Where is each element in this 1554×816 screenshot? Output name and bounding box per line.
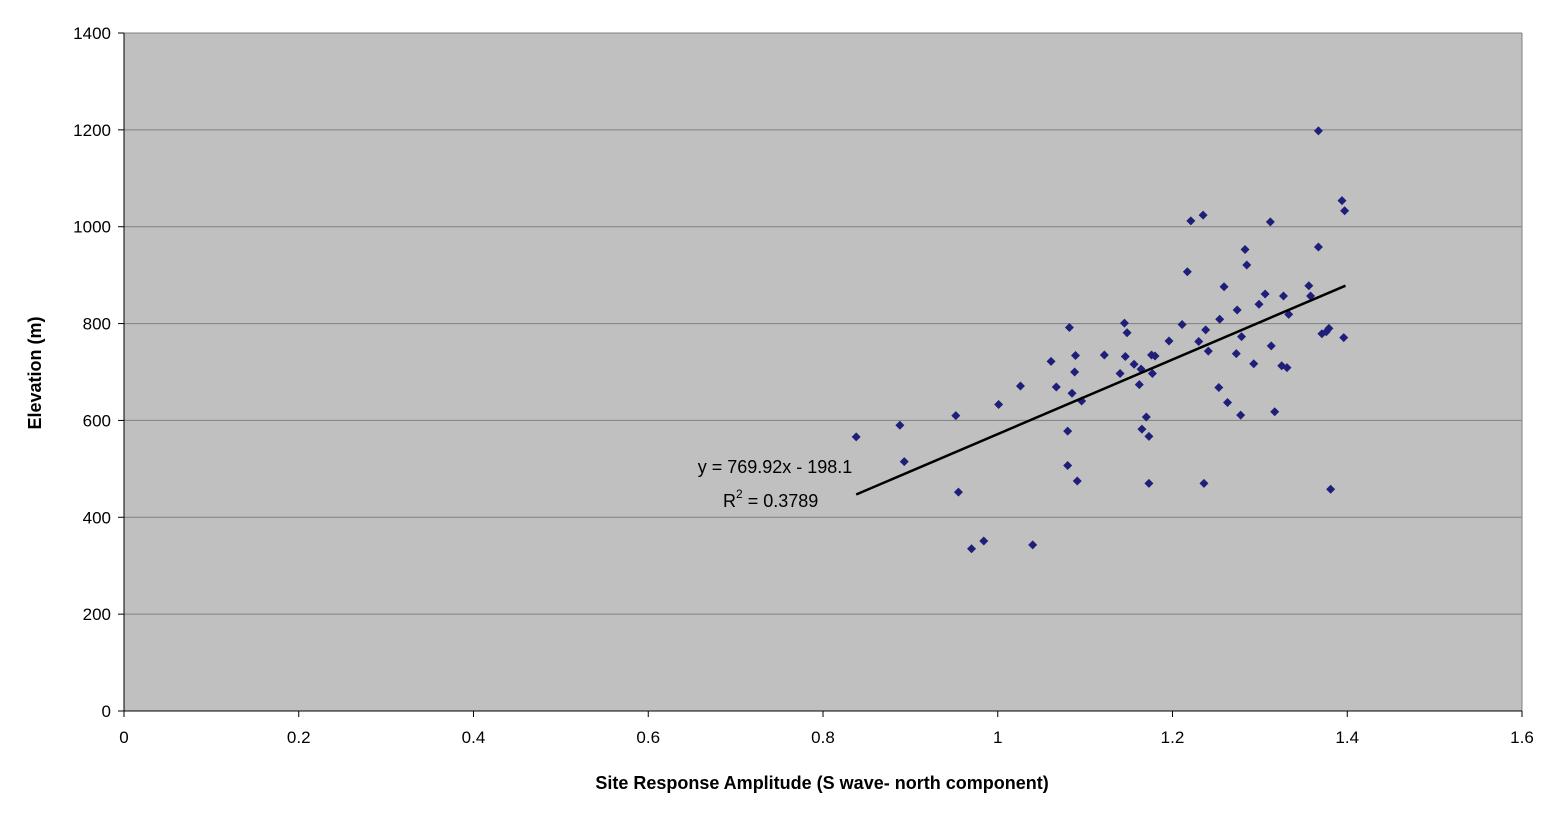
data-point <box>1071 351 1081 361</box>
data-point <box>1237 332 1247 342</box>
data-points <box>851 126 1350 554</box>
gridlines <box>124 32 1523 711</box>
data-point <box>1236 410 1246 420</box>
data-point <box>1254 299 1264 309</box>
data-point <box>1266 341 1276 351</box>
data-point <box>1214 382 1224 392</box>
data-point <box>1194 336 1204 346</box>
x-tick-label: 0.2 <box>287 728 311 747</box>
x-axis-ticks: 0 0.2 0.4 0.6 0.8 1 1.2 1.4 1.6 <box>119 711 1534 747</box>
data-point <box>899 457 909 467</box>
data-point <box>1340 206 1350 216</box>
y-axis-title: Elevation (m) <box>25 316 45 429</box>
x-tick-label: 1.2 <box>1161 728 1185 747</box>
data-point <box>1260 289 1270 299</box>
data-point <box>1064 322 1074 332</box>
data-point <box>1326 484 1336 494</box>
trendline-equation: y = 769.92x - 198.1 <box>698 457 853 477</box>
y-tick-label: 600 <box>83 411 111 430</box>
y-tick-label: 1200 <box>73 121 111 140</box>
data-point <box>1129 359 1139 369</box>
data-point <box>1099 350 1109 360</box>
data-point <box>1313 242 1323 252</box>
data-point <box>1150 351 1160 361</box>
x-tick-label: 0.4 <box>462 728 486 747</box>
data-point <box>1304 281 1314 291</box>
data-point <box>1028 540 1038 550</box>
y-tick-label: 0 <box>102 702 111 721</box>
data-point <box>1201 325 1211 335</box>
data-point <box>1282 363 1292 373</box>
data-point <box>1147 368 1157 378</box>
x-tick-label: 1 <box>993 728 1002 747</box>
data-point <box>1278 291 1288 301</box>
x-tick-label: 0.6 <box>636 728 660 747</box>
y-tick-label: 800 <box>83 315 111 334</box>
trendline-r-squared: R2 = 0.3789 <box>723 487 818 511</box>
data-point <box>1122 328 1132 338</box>
data-point <box>953 487 963 497</box>
data-point <box>1182 267 1192 277</box>
data-point <box>1219 282 1229 292</box>
data-point <box>994 399 1004 409</box>
y-tick-label: 400 <box>83 508 111 527</box>
y-tick-label: 1000 <box>73 218 111 237</box>
data-point <box>1270 407 1280 417</box>
data-point <box>1215 314 1225 324</box>
data-point <box>1070 367 1080 377</box>
data-point <box>1240 244 1250 254</box>
data-point <box>979 536 989 546</box>
data-point <box>967 544 977 554</box>
data-point <box>1231 349 1241 359</box>
data-point <box>1265 217 1275 227</box>
data-point <box>1144 478 1154 488</box>
data-point <box>1134 380 1144 390</box>
data-point <box>1198 210 1208 220</box>
x-tick-label: 1.4 <box>1335 728 1359 747</box>
data-point <box>1141 412 1151 422</box>
data-point <box>1164 336 1174 346</box>
data-point <box>1242 260 1252 270</box>
data-point <box>1046 356 1056 366</box>
data-point <box>1137 424 1147 434</box>
data-point <box>1115 368 1125 378</box>
x-tick-label: 1.6 <box>1510 728 1534 747</box>
y-axis-ticks: 0 200 400 600 800 1000 1200 1400 <box>73 24 124 721</box>
data-point <box>1120 352 1130 362</box>
data-point <box>1072 476 1082 486</box>
data-point <box>1186 216 1196 226</box>
data-point <box>1249 359 1259 369</box>
x-tick-label: 0.8 <box>811 728 835 747</box>
data-point <box>1313 126 1323 136</box>
data-point <box>1337 196 1347 206</box>
data-point <box>1223 398 1233 408</box>
data-point <box>951 411 961 421</box>
data-point <box>1063 426 1073 436</box>
data-point <box>1199 478 1209 488</box>
data-point <box>1119 318 1129 328</box>
trendline <box>855 284 1346 496</box>
data-point <box>1063 460 1073 470</box>
x-tick-label: 0 <box>119 728 128 747</box>
y-tick-label: 1400 <box>73 24 111 43</box>
data-point <box>1232 305 1242 315</box>
data-point <box>1306 291 1316 301</box>
data-point <box>1015 381 1025 391</box>
x-axis-title: Site Response Amplitude (S wave- north c… <box>595 773 1048 793</box>
y-tick-label: 200 <box>83 605 111 624</box>
data-point <box>1203 346 1213 356</box>
plot-area <box>124 33 1522 711</box>
data-point <box>1177 320 1187 330</box>
data-point <box>1067 388 1077 398</box>
data-point <box>1051 382 1061 392</box>
data-point <box>895 420 905 430</box>
data-point <box>1324 323 1334 333</box>
data-point <box>1144 431 1154 441</box>
data-point <box>851 432 861 442</box>
data-point <box>1339 333 1349 343</box>
